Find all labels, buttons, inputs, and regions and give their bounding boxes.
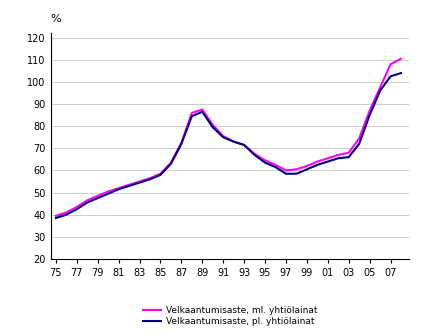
Velkaantumisaste, ml. yhtiölainat (74, 205, 79, 209)
Velkaantumisaste, ml. yhtiölainat (64, 210, 69, 214)
Velkaantumisaste, ml. yhtiölainat (378, 85, 383, 89)
Velkaantumisaste, pl. yhtiölainat (106, 192, 111, 196)
Velkaantumisaste, pl. yhtiölainat (168, 162, 173, 166)
Line: Velkaantumisaste, ml. yhtiölainat: Velkaantumisaste, ml. yhtiölainat (56, 59, 401, 216)
Velkaantumisaste, pl. yhtiölainat (378, 89, 383, 93)
Velkaantumisaste, pl. yhtiölainat (53, 216, 58, 220)
Velkaantumisaste, pl. yhtiölainat (304, 167, 309, 171)
Velkaantumisaste, pl. yhtiölainat (200, 110, 205, 114)
Velkaantumisaste, pl. yhtiölainat (189, 114, 195, 118)
Line: Velkaantumisaste, pl. yhtiölainat: Velkaantumisaste, pl. yhtiölainat (56, 73, 401, 218)
Velkaantumisaste, ml. yhtiölainat (189, 111, 195, 115)
Velkaantumisaste, ml. yhtiölainat (231, 140, 236, 144)
Velkaantumisaste, pl. yhtiölainat (137, 181, 142, 185)
Velkaantumisaste, ml. yhtiölainat (284, 168, 289, 172)
Velkaantumisaste, pl. yhtiölainat (325, 160, 330, 164)
Velkaantumisaste, pl. yhtiölainat (388, 74, 393, 78)
Velkaantumisaste, ml. yhtiölainat (221, 134, 226, 138)
Velkaantumisaste, pl. yhtiölainat (85, 201, 90, 205)
Velkaantumisaste, ml. yhtiölainat (106, 190, 111, 194)
Text: %: % (51, 14, 61, 24)
Velkaantumisaste, ml. yhtiölainat (315, 160, 320, 164)
Velkaantumisaste, pl. yhtiölainat (127, 184, 132, 188)
Velkaantumisaste, pl. yhtiölainat (221, 135, 226, 139)
Velkaantumisaste, pl. yhtiölainat (210, 125, 215, 129)
Velkaantumisaste, pl. yhtiölainat (179, 142, 184, 146)
Velkaantumisaste, ml. yhtiölainat (346, 151, 351, 155)
Velkaantumisaste, ml. yhtiölainat (388, 62, 393, 66)
Velkaantumisaste, ml. yhtiölainat (252, 152, 257, 156)
Velkaantumisaste, pl. yhtiölainat (335, 156, 341, 160)
Velkaantumisaste, pl. yhtiölainat (116, 187, 121, 191)
Velkaantumisaste, ml. yhtiölainat (294, 167, 299, 171)
Velkaantumisaste, ml. yhtiölainat (304, 164, 309, 168)
Velkaantumisaste, ml. yhtiölainat (357, 136, 362, 140)
Velkaantumisaste, ml. yhtiölainat (137, 180, 142, 184)
Velkaantumisaste, pl. yhtiölainat (158, 173, 163, 177)
Velkaantumisaste, ml. yhtiölainat (335, 153, 341, 157)
Velkaantumisaste, ml. yhtiölainat (179, 141, 184, 145)
Velkaantumisaste, ml. yhtiölainat (147, 176, 152, 180)
Velkaantumisaste, ml. yhtiölainat (127, 183, 132, 187)
Velkaantumisaste, ml. yhtiölainat (116, 186, 121, 190)
Velkaantumisaste, ml. yhtiölainat (367, 109, 372, 113)
Velkaantumisaste, pl. yhtiölainat (273, 165, 278, 169)
Velkaantumisaste, ml. yhtiölainat (168, 161, 173, 165)
Legend: Velkaantumisaste, ml. yhtiölainat, Velkaantumisaste, pl. yhtiölainat: Velkaantumisaste, ml. yhtiölainat, Velka… (141, 304, 319, 328)
Velkaantumisaste, ml. yhtiölainat (241, 143, 246, 147)
Velkaantumisaste, pl. yhtiölainat (241, 143, 246, 147)
Velkaantumisaste, pl. yhtiölainat (346, 155, 351, 159)
Velkaantumisaste, ml. yhtiölainat (85, 198, 90, 202)
Velkaantumisaste, pl. yhtiölainat (284, 172, 289, 176)
Velkaantumisaste, pl. yhtiölainat (398, 71, 403, 75)
Velkaantumisaste, pl. yhtiölainat (64, 213, 69, 217)
Velkaantumisaste, pl. yhtiölainat (147, 177, 152, 181)
Velkaantumisaste, pl. yhtiölainat (294, 172, 299, 176)
Velkaantumisaste, pl. yhtiölainat (231, 140, 236, 144)
Velkaantumisaste, ml. yhtiölainat (273, 163, 278, 167)
Velkaantumisaste, pl. yhtiölainat (74, 207, 79, 211)
Velkaantumisaste, ml. yhtiölainat (210, 123, 215, 127)
Velkaantumisaste, ml. yhtiölainat (53, 214, 58, 218)
Velkaantumisaste, pl. yhtiölainat (252, 153, 257, 157)
Velkaantumisaste, ml. yhtiölainat (398, 57, 403, 61)
Velkaantumisaste, ml. yhtiölainat (158, 172, 163, 176)
Velkaantumisaste, ml. yhtiölainat (262, 158, 268, 162)
Velkaantumisaste, pl. yhtiölainat (367, 113, 372, 117)
Velkaantumisaste, ml. yhtiölainat (95, 194, 100, 198)
Velkaantumisaste, pl. yhtiölainat (95, 196, 100, 200)
Velkaantumisaste, pl. yhtiölainat (357, 142, 362, 146)
Velkaantumisaste, pl. yhtiölainat (315, 163, 320, 167)
Velkaantumisaste, ml. yhtiölainat (200, 108, 205, 112)
Velkaantumisaste, pl. yhtiölainat (262, 161, 268, 165)
Velkaantumisaste, ml. yhtiölainat (325, 156, 330, 160)
